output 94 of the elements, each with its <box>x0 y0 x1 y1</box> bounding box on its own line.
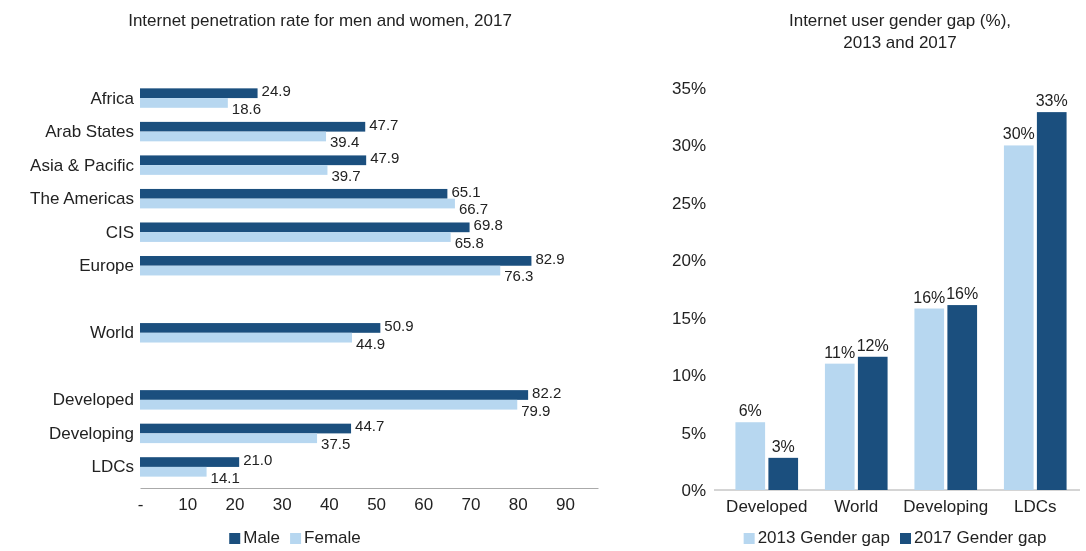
x-tick-label: 80 <box>508 495 528 515</box>
data-label: 47.9 <box>370 149 400 167</box>
bar <box>140 323 381 333</box>
data-label: 37.5 <box>321 435 351 453</box>
bar <box>140 399 518 410</box>
x-tick-label: 90 <box>555 495 575 515</box>
y-tick-label: 35% <box>671 78 706 98</box>
y-tick-label: Arab States <box>45 122 134 142</box>
y-tick-label: Europe <box>79 256 134 276</box>
x-tick-label: 20 <box>225 495 245 515</box>
legend-label: 2013 Gender gap <box>757 528 890 547</box>
bar <box>140 198 455 209</box>
data-label: 14.1 <box>210 468 240 486</box>
data-label: 18.6 <box>231 99 262 117</box>
y-tick-label: LDCs <box>91 457 134 477</box>
x-tick-label: 60 <box>414 495 434 515</box>
data-label: 33% <box>1035 92 1068 110</box>
data-label: 76.3 <box>504 267 534 285</box>
legend-label: Female <box>304 528 361 547</box>
data-label: 12% <box>856 336 889 354</box>
bar <box>140 121 366 132</box>
y-tick-label: 15% <box>671 308 706 328</box>
bar <box>140 265 501 276</box>
y-tick-label: 30% <box>671 136 706 156</box>
y-tick-label: 25% <box>671 193 706 213</box>
x-tick-label: Developed <box>726 497 808 517</box>
data-label: 65.8 <box>454 233 484 251</box>
bar <box>1003 145 1034 490</box>
legend-label: Male <box>243 528 281 547</box>
bar <box>140 98 228 108</box>
bar <box>857 356 888 490</box>
bar <box>140 165 328 175</box>
bar <box>768 457 799 490</box>
bar <box>1036 112 1067 490</box>
data-label: 16% <box>913 288 946 306</box>
data-label: 47.7 <box>369 115 399 133</box>
y-tick-label: 20% <box>671 251 706 271</box>
data-label: 3% <box>771 437 795 455</box>
data-label: 39.7 <box>331 166 361 184</box>
bar <box>140 188 448 199</box>
x-tick-label: Developing <box>903 497 989 517</box>
x-tick-label: 10 <box>178 495 198 515</box>
bar <box>140 423 352 434</box>
bar <box>824 363 855 490</box>
y-tick-label: The Americas <box>30 189 134 209</box>
data-label: 82.2 <box>532 383 562 401</box>
legend-label: 2017 Gender gap <box>914 528 1047 547</box>
data-label: 24.9 <box>261 82 291 100</box>
chart-title: Internet user gender gap (%), 2013 and 2017 <box>788 11 1012 52</box>
data-label: 6% <box>738 402 762 420</box>
bar <box>140 457 240 467</box>
data-label: 21.0 <box>243 450 273 468</box>
y-tick-label: Africa <box>90 88 135 108</box>
bar <box>140 433 318 444</box>
bar <box>140 232 451 242</box>
x-tick-label: World <box>834 497 879 517</box>
x-tick-label: 40 <box>319 495 339 515</box>
data-label: 44.7 <box>355 417 385 435</box>
data-label: 39.4 <box>330 133 360 151</box>
data-label: 66.7 <box>458 200 489 218</box>
bar <box>140 131 327 142</box>
bar <box>140 256 532 266</box>
data-label: 82.9 <box>535 249 565 267</box>
x-tick-label: 50 <box>367 495 387 515</box>
bar <box>140 88 258 99</box>
data-label: 44.9 <box>356 334 386 352</box>
chart-title: Internet penetration rate for men and women, 2017 <box>128 11 512 30</box>
y-tick-label: 0% <box>681 480 706 500</box>
y-tick-label: Asia & Pacific <box>30 155 135 175</box>
bar <box>140 466 207 477</box>
bar <box>140 332 352 343</box>
y-tick-label: Developing <box>48 423 134 443</box>
y-tick-label: CIS <box>105 222 134 242</box>
bar <box>140 390 529 400</box>
y-tick-label: Developed <box>52 390 134 410</box>
data-label: 30% <box>1002 125 1035 143</box>
bar <box>914 308 945 490</box>
bar <box>947 305 978 490</box>
y-tick-label: 10% <box>671 366 706 386</box>
y-tick-label: 5% <box>681 423 706 443</box>
y-tick-label: World <box>89 323 134 343</box>
bar <box>140 155 367 166</box>
data-label: 79.9 <box>521 401 551 419</box>
bar <box>140 222 470 233</box>
x-tick-label: LDCs <box>1013 497 1057 517</box>
data-label: 65.1 <box>451 182 481 200</box>
data-label: 50.9 <box>384 316 414 334</box>
data-label: 16% <box>946 285 979 303</box>
x-tick-label: 30 <box>272 495 292 515</box>
data-label: 69.8 <box>473 216 503 234</box>
x-tick-label: - <box>137 495 144 515</box>
bar <box>735 422 766 490</box>
data-label: 11% <box>824 343 856 361</box>
x-tick-label: 70 <box>461 495 481 515</box>
